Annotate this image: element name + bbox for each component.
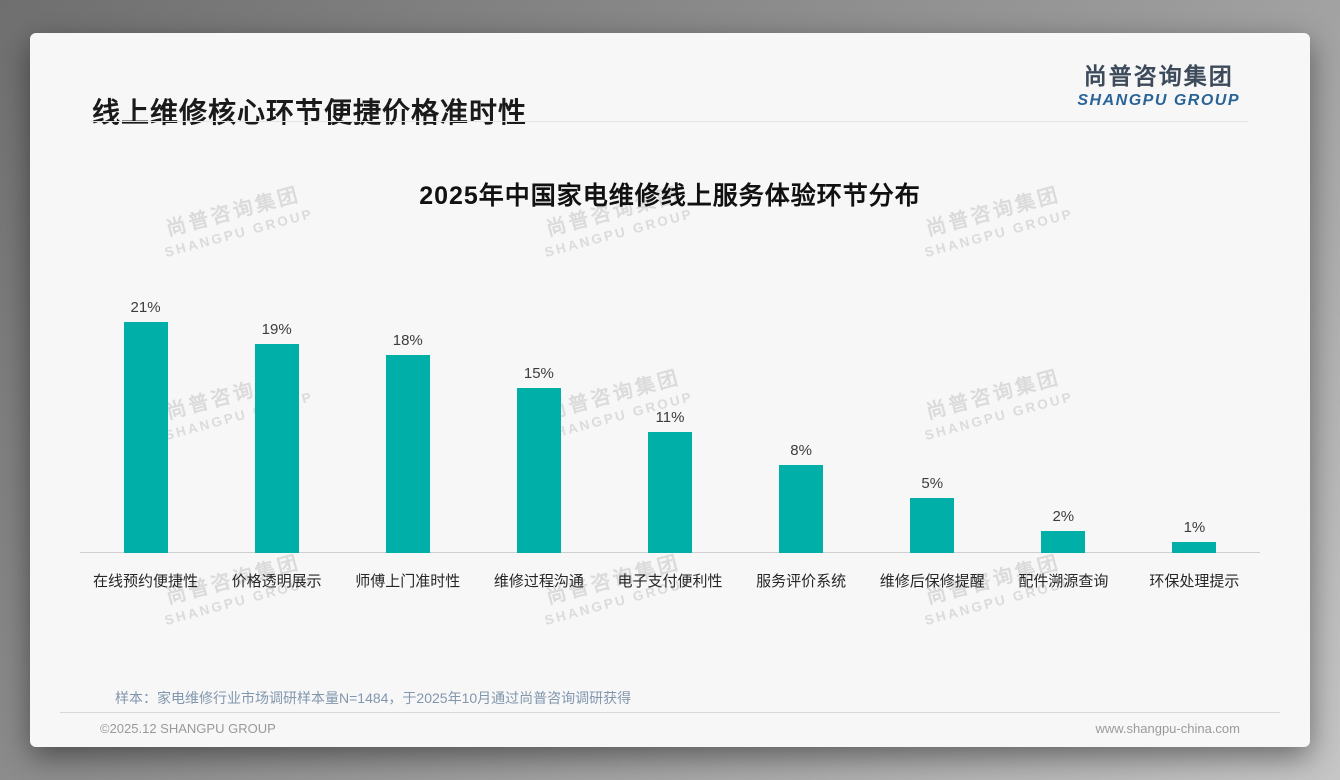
page-title: 线上维修核心环节便捷价格准时性 <box>92 97 528 128</box>
bar-value-label: 2% <box>1052 508 1075 525</box>
category-label: 师傅上门准时性 <box>355 573 461 590</box>
chart-title: 2025年中国家电维修线上服务体验环节分布 <box>419 182 921 210</box>
bar-column: 2% 配件溯源查询 <box>998 293 1129 593</box>
bar-column: 21% 在线预约便捷性 <box>80 293 211 593</box>
category-label: 维修过程沟通 <box>493 573 584 590</box>
website-text: www.shangpu-china.com <box>1095 721 1240 736</box>
brand-logo: 尚普咨询集团 SHANGPU GROUP <box>1077 57 1240 110</box>
category-label: 价格透明展示 <box>231 573 322 590</box>
bar-column: 5% 维修后保修提醒 <box>867 293 998 593</box>
footer-divider <box>60 712 1280 713</box>
bar-value-label: 21% <box>130 299 161 316</box>
category-label: 在线预约便捷性 <box>93 573 199 590</box>
category-label: 维修后保修提醒 <box>879 573 985 590</box>
bar-column: 11% 电子支付便利性 <box>604 293 735 593</box>
bar <box>123 322 168 553</box>
bar <box>516 388 561 553</box>
bar-value-label: 19% <box>261 321 292 338</box>
bar-value-label: 18% <box>392 332 423 349</box>
bar-column: 1% 环保处理提示 <box>1129 293 1260 593</box>
bar <box>910 498 955 553</box>
bar-column: 15% 维修过程沟通 <box>473 293 604 593</box>
bar <box>254 344 299 553</box>
bar-column: 19% 价格透明展示 <box>211 293 342 593</box>
bar-value-label: 5% <box>921 475 944 492</box>
brand-logo-cn: 尚普咨询集团 <box>1083 63 1234 89</box>
slide-card: 尚普咨询集团 SHANGPU GROUP 尚普咨询集团 SHANGPU GROUP 尚普… <box>30 33 1310 747</box>
bar <box>385 355 430 553</box>
bar-column: 18% 师傅上门准时性 <box>342 293 473 593</box>
bar-chart-plot-area: 21% 在线预约便捷性 19% 价格透明展示 18% 师傅上门准时性 15% 维修过程沟通 11… <box>80 293 1260 593</box>
bar <box>1172 542 1217 553</box>
category-label: 环保处理提示 <box>1149 573 1240 590</box>
header-divider <box>90 121 1248 122</box>
bar-column: 8% 服务评价系统 <box>736 293 867 593</box>
bar <box>1041 531 1086 553</box>
category-label: 服务评价系统 <box>756 573 847 590</box>
sample-note: 样本：家电维修行业市场调研样本量N=1484，于2025年10月通过尚普咨询调研… <box>115 690 632 706</box>
category-label: 电子支付便利性 <box>617 573 723 590</box>
bar <box>647 432 692 553</box>
slide-footer: ©2025.12 SHANGPU GROUP www.shangpu-china… <box>100 721 1240 736</box>
bar-value-label: 8% <box>790 442 812 459</box>
bar <box>779 465 824 553</box>
copyright-text: ©2025.12 SHANGPU GROUP <box>100 721 276 736</box>
bar-value-label: 11% <box>655 409 685 426</box>
bar-value-label: 1% <box>1183 519 1206 536</box>
category-label: 配件溯源查询 <box>1018 573 1109 590</box>
brand-logo-en: SHANGPU GROUP <box>1077 92 1240 109</box>
bar-value-label: 15% <box>523 365 554 382</box>
